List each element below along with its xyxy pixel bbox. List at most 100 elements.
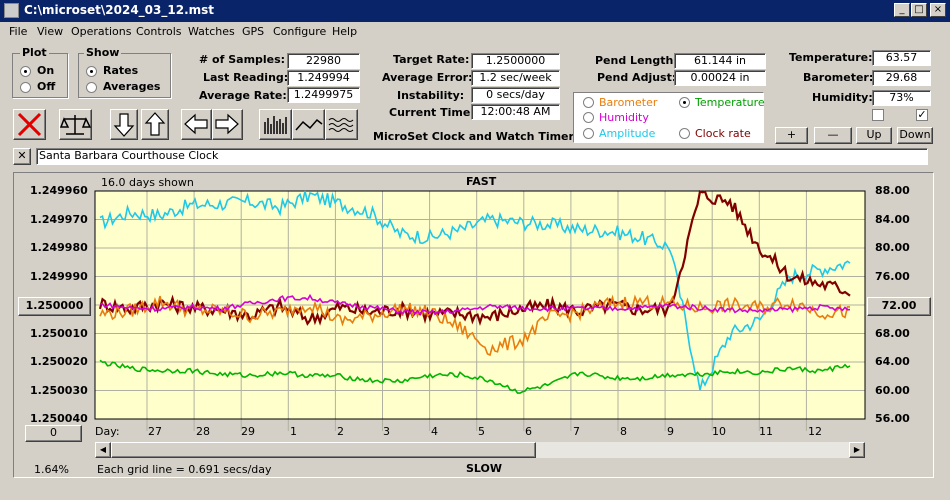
plus-button[interactable]: + xyxy=(775,127,808,144)
menu-view[interactable]: View xyxy=(37,25,64,38)
day-tick-label-5: 3 xyxy=(383,425,390,438)
day-tick-label-10: 8 xyxy=(620,425,627,438)
menu-operations[interactable]: Operations xyxy=(71,25,132,38)
humidity-checkbox-2[interactable]: ✓ xyxy=(916,108,928,121)
instability-field: 0 secs/day xyxy=(471,87,560,103)
arrow-down-button[interactable] xyxy=(110,109,138,140)
right-axis-label-0: 88.00 xyxy=(875,184,910,197)
balance-scale-icon xyxy=(59,115,92,135)
temperature-label: Temperature: xyxy=(789,51,873,64)
current-time-label: Current Time: xyxy=(389,106,475,119)
right-axis-label-1: 84.00 xyxy=(875,213,910,226)
scroll-thumb[interactable] xyxy=(111,442,536,458)
line-plot-button[interactable] xyxy=(292,109,325,140)
last-reading-label: Last Reading: xyxy=(203,71,289,84)
day-tick-label-8: 6 xyxy=(525,425,532,438)
humidity-radio[interactable] xyxy=(583,112,594,123)
barometer-option: Barometer xyxy=(599,96,658,109)
menu-file[interactable]: File xyxy=(9,25,28,38)
right-axis-label-5: 68.00 xyxy=(875,327,910,340)
arrow-down-icon xyxy=(113,113,135,137)
red-x-icon xyxy=(17,112,42,137)
title-bar[interactable]: C:\microset\2024_03_12.mst _ □ × xyxy=(0,0,950,22)
samples-field: 22980 xyxy=(287,53,360,69)
series-line-2 xyxy=(99,294,850,357)
day-tick-label-1: 28 xyxy=(196,425,210,438)
menu-help[interactable]: Help xyxy=(332,25,358,38)
average-error-label: Average Error: xyxy=(382,71,473,84)
barometer-label: Barometer: xyxy=(803,71,874,84)
plot-off-label: Off xyxy=(37,80,56,93)
pend-length-label: Pend Length: xyxy=(595,54,678,67)
left-axis-label-8: 1.250040 xyxy=(30,412,88,425)
clear-clock-button[interactable]: ✕ xyxy=(13,148,31,165)
amplitude-radio[interactable] xyxy=(583,128,594,139)
close-button[interactable]: × xyxy=(930,3,946,17)
average-rate-field: 1.2499975 xyxy=(287,87,360,103)
show-group-title: Show xyxy=(84,46,122,59)
average-error-field: 1.2 sec/week xyxy=(471,70,560,86)
menu-gps[interactable]: GPS xyxy=(242,25,265,38)
overlay-selector: Barometer Temperature Humidity Amplitude… xyxy=(573,92,765,143)
clock-name-field[interactable]: Santa Barbara Courthouse Clock xyxy=(36,148,928,165)
up-button[interactable]: Up xyxy=(856,127,892,144)
plot-on-radio[interactable] xyxy=(20,66,31,77)
bar-chart-icon xyxy=(264,116,287,134)
minimize-button[interactable]: _ xyxy=(894,3,910,17)
menu-watches[interactable]: Watches xyxy=(188,25,235,38)
barometer-radio[interactable] xyxy=(583,97,594,108)
minus-button[interactable]: — xyxy=(814,127,852,144)
left-axis-label-3: 1.249990 xyxy=(30,270,88,283)
plot-off-radio[interactable] xyxy=(20,82,31,93)
wave-plot-button[interactable] xyxy=(325,109,358,140)
temperature-radio[interactable] xyxy=(679,97,690,108)
day-tick-label-13: 11 xyxy=(759,425,773,438)
bar-plot-button[interactable] xyxy=(259,109,292,140)
humidity-checkbox-1[interactable] xyxy=(872,109,884,121)
series-line-0 xyxy=(99,190,851,391)
menu-configure[interactable]: Configure xyxy=(273,25,327,38)
day-tick-label-11: 9 xyxy=(667,425,674,438)
show-averages-label: Averages xyxy=(103,80,161,93)
center-temp-button[interactable]: 72.00 xyxy=(867,297,931,316)
window-title: C:\microset\2024_03_12.mst xyxy=(24,3,215,17)
slow-label: SLOW xyxy=(466,462,503,475)
target-rate-label: Target Rate: xyxy=(393,53,470,66)
plot-border xyxy=(94,190,866,420)
left-axis-label-1: 1.249970 xyxy=(30,213,88,226)
arrow-right-button[interactable] xyxy=(212,109,243,140)
day-tick-label-0: 27 xyxy=(148,425,162,438)
pend-adjust-label: Pend Adjust: xyxy=(597,71,677,84)
time-scrollbar[interactable]: ◀ ▶ xyxy=(95,442,865,458)
grid-note: Each grid line = 0.691 secs/day xyxy=(97,463,272,476)
day-tick-label-12: 10 xyxy=(712,425,726,438)
line-chart-icon xyxy=(295,118,323,131)
down-button[interactable]: Down xyxy=(897,127,933,144)
center-rate-button[interactable]: 1.250000 xyxy=(18,297,91,316)
pend-length-field: 61.144 in xyxy=(674,53,766,69)
arrow-left-button[interactable] xyxy=(181,109,212,140)
app-caption: MicroSet Clock and Watch Timer xyxy=(373,130,574,143)
series-line-3 xyxy=(100,293,851,316)
scroll-right-button[interactable]: ▶ xyxy=(849,442,865,458)
show-rates-radio[interactable] xyxy=(86,66,97,77)
balance-button[interactable] xyxy=(59,109,92,140)
menu-controls[interactable]: Controls xyxy=(136,25,182,38)
arrow-up-button[interactable] xyxy=(141,109,169,140)
right-axis-label-8: 56.00 xyxy=(875,412,910,425)
amplitude-option: Amplitude xyxy=(599,127,656,140)
samples-label: # of Samples: xyxy=(199,53,286,66)
percent-label: 1.64% xyxy=(34,463,69,476)
clock-rate-radio[interactable] xyxy=(679,128,690,139)
maximize-button[interactable]: □ xyxy=(911,3,927,17)
scroll-left-button[interactable]: ◀ xyxy=(95,442,111,458)
stop-button[interactable] xyxy=(13,109,46,140)
plot-group-title: Plot xyxy=(20,46,49,59)
show-averages-radio[interactable] xyxy=(86,82,97,93)
menu-bar: File View Operations Controls Watches GP… xyxy=(0,22,950,41)
day-tick-label-2: 29 xyxy=(241,425,255,438)
days-shown-label: 16.0 days shown xyxy=(101,176,194,189)
zero-button[interactable]: 0 xyxy=(25,425,82,442)
